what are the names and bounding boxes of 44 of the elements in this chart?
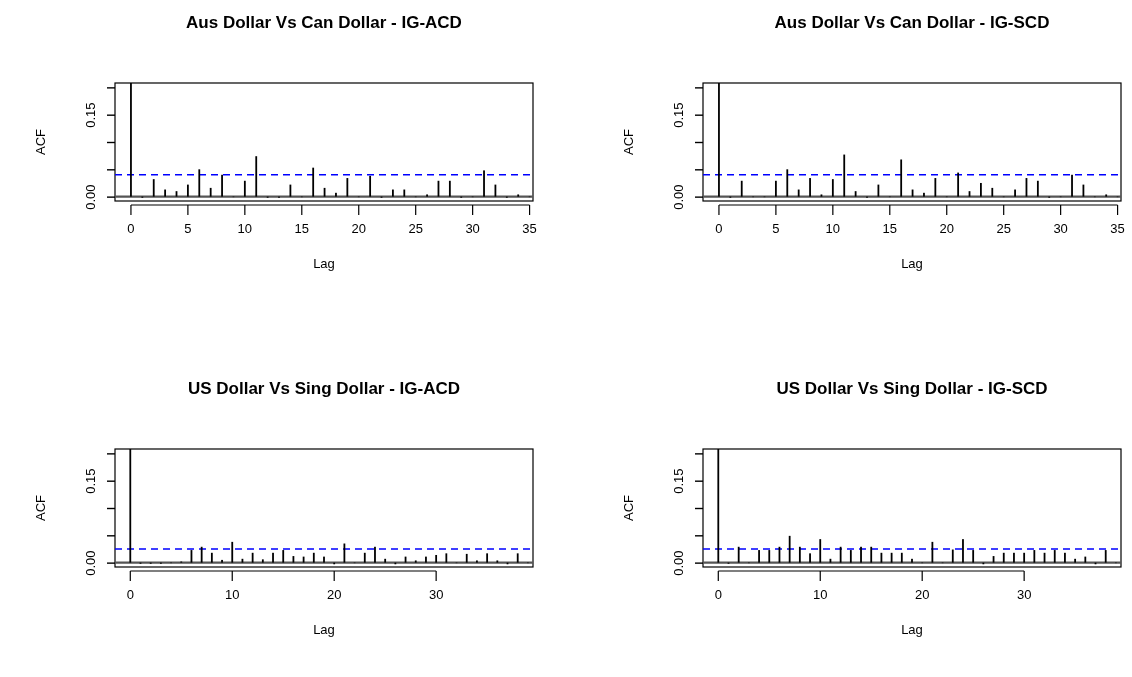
chart-title: Aus Dollar Vs Can Dollar - IG-SCD: [774, 13, 1050, 32]
x-tick-label: 30: [428, 587, 444, 602]
y-tick-label: 0.15: [83, 102, 98, 128]
x-tick-label: 5: [772, 221, 780, 236]
x-axis-title: Lag: [313, 622, 335, 637]
x-axis-title: Lag: [313, 256, 335, 271]
y-tick-label: 0.15: [671, 102, 686, 128]
y-axis-title: ACF: [621, 128, 636, 155]
y-axis-title: ACF: [621, 494, 636, 521]
chart-title: US Dollar Vs Sing Dollar - IG-ACD: [187, 379, 461, 398]
y-axis-title: ACF: [33, 128, 48, 155]
y-axis-title: ACF: [33, 494, 48, 521]
x-tick-label: 30: [1053, 221, 1068, 236]
y-tick-label: 0.15: [671, 468, 686, 494]
x-tick-label: 15: [882, 221, 898, 236]
x-tick-label: 0: [127, 221, 135, 236]
x-tick-label: 25: [408, 221, 423, 236]
x-tick-label: 10: [825, 221, 841, 236]
x-tick-label: 35: [522, 221, 537, 236]
x-axis-title: Lag: [901, 622, 923, 637]
y-tick-label: 0.15: [83, 468, 98, 494]
x-tick-label: 30: [465, 221, 480, 236]
y-tick-label: 0.00: [671, 184, 686, 210]
x-tick-label: 0: [714, 587, 722, 602]
x-tick-label: 5: [184, 221, 192, 236]
x-tick-label: 20: [326, 587, 342, 602]
x-tick-label: 35: [1110, 221, 1125, 236]
chart-title: US Dollar Vs Sing Dollar - IG-SCD: [776, 379, 1048, 398]
x-tick-label: 10: [237, 221, 253, 236]
y-tick-label: 0.00: [671, 550, 686, 576]
x-tick-label: 0: [715, 221, 723, 236]
x-tick-label: 30: [1016, 587, 1032, 602]
x-tick-label: 10: [813, 587, 828, 602]
x-tick-label: 15: [294, 221, 310, 236]
y-tick-label: 0.00: [83, 184, 98, 210]
y-tick-label: 0.00: [83, 550, 98, 576]
x-tick-label: 10: [225, 587, 240, 602]
x-tick-label: 20: [914, 587, 930, 602]
chart-title: Aus Dollar Vs Can Dollar - IG-ACD: [186, 13, 462, 32]
x-tick-label: 20: [939, 221, 954, 236]
x-tick-label: 20: [351, 221, 366, 236]
x-tick-label: 25: [996, 221, 1011, 236]
x-axis-title: Lag: [901, 256, 923, 271]
x-tick-label: 0: [126, 587, 134, 602]
